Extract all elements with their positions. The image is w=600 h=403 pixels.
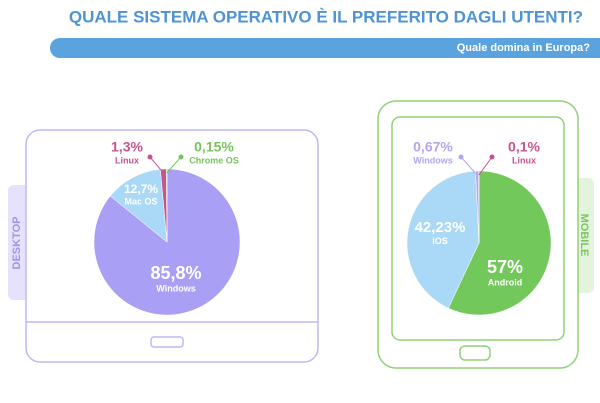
device-label: DESKTOP — [11, 217, 23, 270]
callout-dot — [147, 154, 153, 160]
pie-slice — [448, 170, 552, 316]
page-subtitle: Quale domina in Europa? — [457, 42, 591, 54]
category-label: Linux — [512, 155, 536, 165]
category-label: Windows — [156, 283, 195, 293]
subtitle-bar — [50, 38, 600, 58]
callout-dot — [489, 154, 495, 160]
pie-slice — [166, 168, 168, 243]
category-label: Linux — [115, 155, 139, 165]
pie-slice — [406, 170, 480, 309]
category-label: Windows — [413, 155, 452, 165]
phone-screen — [391, 116, 565, 341]
value-label: 0,15% — [194, 139, 234, 155]
value-label: 85,8% — [150, 263, 201, 283]
callout-line — [149, 156, 164, 174]
page-title: QUALE SISTEMA OPERATIVO È IL PREFERITO D… — [69, 7, 583, 26]
category-label: iOS — [432, 236, 448, 246]
value-label: 0,67% — [413, 139, 453, 155]
monitor-button — [150, 336, 184, 348]
pie-slice — [109, 169, 168, 243]
callout-line — [478, 156, 493, 176]
value-label: 1,3% — [111, 139, 143, 155]
category-label: Mac OS — [124, 196, 157, 206]
value-label: 42,23% — [415, 219, 466, 236]
value-label: 57% — [487, 257, 523, 277]
callout-line — [460, 156, 478, 176]
callout-dot — [178, 154, 184, 160]
pie-slice — [93, 168, 241, 316]
callout-line — [166, 156, 182, 174]
phone-button — [459, 345, 491, 361]
value-label: 12,7% — [124, 182, 158, 196]
callout-dot — [458, 154, 464, 160]
value-label: 0,1% — [508, 139, 540, 155]
category-label: Chrome OS — [189, 155, 239, 165]
category-label: Android — [488, 277, 523, 287]
device-label: MOBILE — [578, 214, 590, 257]
